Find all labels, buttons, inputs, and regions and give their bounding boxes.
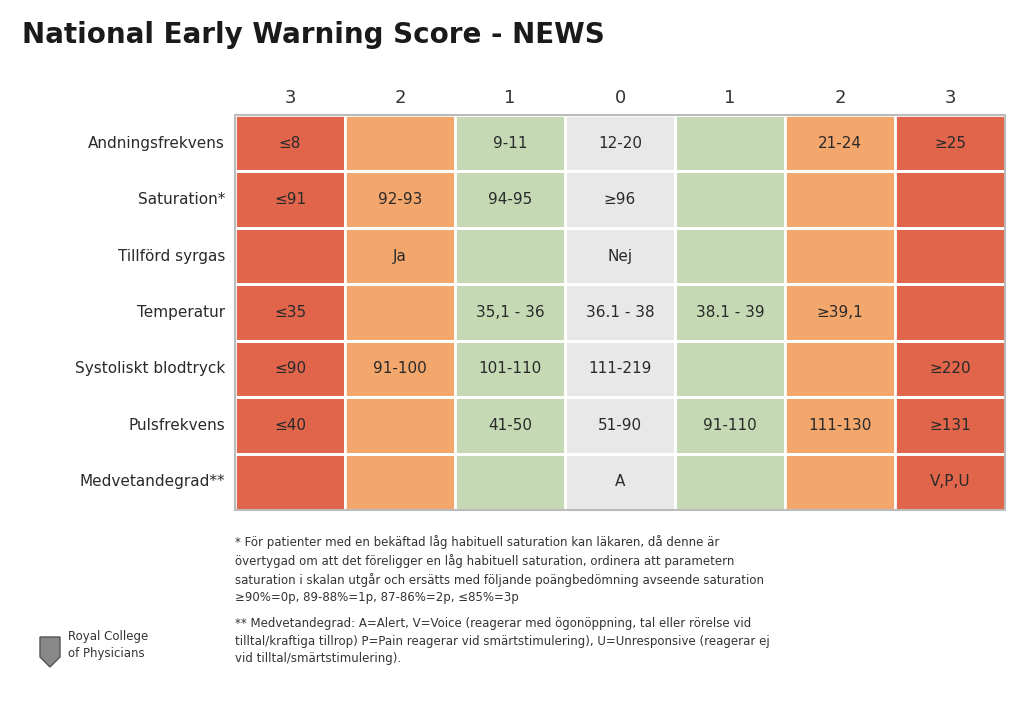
Bar — [455, 171, 565, 228]
Text: 91-110: 91-110 — [703, 418, 757, 433]
Text: 1: 1 — [504, 89, 516, 107]
Bar — [345, 171, 455, 228]
Text: ≥220: ≥220 — [929, 362, 971, 377]
Bar — [675, 115, 785, 171]
Text: 111-130: 111-130 — [808, 418, 871, 433]
Bar — [455, 341, 565, 397]
Text: 21-24: 21-24 — [818, 136, 862, 151]
Text: Medvetandegrad**: Medvetandegrad** — [80, 475, 225, 490]
Bar — [234, 228, 345, 284]
Bar — [345, 228, 455, 284]
Text: ≤91: ≤91 — [274, 192, 306, 207]
Bar — [895, 454, 1005, 510]
Bar — [455, 115, 565, 171]
Text: Royal College
of Physicians: Royal College of Physicians — [68, 630, 148, 660]
Text: 91-100: 91-100 — [373, 362, 427, 377]
Bar — [565, 341, 675, 397]
Text: 38.1 - 39: 38.1 - 39 — [695, 305, 764, 320]
Bar — [675, 341, 785, 397]
Text: 94-95: 94-95 — [487, 192, 532, 207]
Text: Temperatur: Temperatur — [137, 305, 225, 320]
Bar — [455, 228, 565, 284]
Bar — [785, 454, 895, 510]
Text: 0: 0 — [614, 89, 626, 107]
Text: ≥131: ≥131 — [929, 418, 971, 433]
Bar — [455, 284, 565, 341]
Bar — [785, 341, 895, 397]
Text: National Early Warning Score - NEWS: National Early Warning Score - NEWS — [22, 21, 605, 49]
Text: ≤90: ≤90 — [274, 362, 306, 377]
Bar — [785, 397, 895, 454]
Text: 2: 2 — [835, 89, 846, 107]
Text: Andningsfrekvens: Andningsfrekvens — [88, 136, 225, 151]
Text: ≥25: ≥25 — [934, 136, 966, 151]
Bar — [895, 171, 1005, 228]
Bar — [675, 454, 785, 510]
Bar — [785, 228, 895, 284]
Text: ≤8: ≤8 — [279, 136, 301, 151]
Bar — [785, 115, 895, 171]
Text: 9-11: 9-11 — [493, 136, 527, 151]
Bar — [234, 454, 345, 510]
Text: Ja: Ja — [393, 249, 407, 264]
Bar — [455, 454, 565, 510]
Text: 101-110: 101-110 — [478, 362, 542, 377]
Bar — [895, 341, 1005, 397]
Bar — [675, 228, 785, 284]
Bar — [785, 171, 895, 228]
Text: 92-93: 92-93 — [378, 192, 422, 207]
Polygon shape — [40, 637, 60, 667]
Text: ≤35: ≤35 — [274, 305, 306, 320]
Bar — [234, 115, 345, 171]
Bar — [675, 284, 785, 341]
Bar — [565, 115, 675, 171]
Bar — [455, 397, 565, 454]
Text: Nej: Nej — [607, 249, 633, 264]
Text: 3: 3 — [944, 89, 955, 107]
Bar — [234, 397, 345, 454]
Bar — [895, 284, 1005, 341]
Bar — [895, 115, 1005, 171]
Bar — [345, 341, 455, 397]
Bar — [234, 341, 345, 397]
Bar — [345, 454, 455, 510]
Text: ≥96: ≥96 — [604, 192, 636, 207]
Bar — [675, 397, 785, 454]
Text: A: A — [614, 475, 626, 490]
Text: 36.1 - 38: 36.1 - 38 — [586, 305, 654, 320]
Text: 41-50: 41-50 — [488, 418, 532, 433]
Text: 1: 1 — [724, 89, 735, 107]
Bar — [895, 228, 1005, 284]
Bar — [345, 284, 455, 341]
Bar — [565, 284, 675, 341]
Bar — [565, 397, 675, 454]
Text: Saturation*: Saturation* — [137, 192, 225, 207]
Text: 12-20: 12-20 — [598, 136, 642, 151]
Bar — [565, 228, 675, 284]
Text: 111-219: 111-219 — [589, 362, 651, 377]
Bar — [895, 397, 1005, 454]
Text: 2: 2 — [394, 89, 406, 107]
Text: ** Medvetandegrad: A=Alert, V=Voice (reagerar med ögonöppning, tal eller rörelse: ** Medvetandegrad: A=Alert, V=Voice (rea… — [234, 617, 770, 665]
Bar — [565, 171, 675, 228]
Text: Tillförd syrgas: Tillförd syrgas — [118, 249, 225, 264]
Bar — [345, 397, 455, 454]
Bar — [675, 171, 785, 228]
Text: ≥39,1: ≥39,1 — [816, 305, 863, 320]
Text: V,P,U: V,P,U — [930, 475, 971, 490]
Bar — [345, 115, 455, 171]
Bar — [565, 454, 675, 510]
Text: 3: 3 — [285, 89, 296, 107]
Text: Systoliskt blodtryck: Systoliskt blodtryck — [75, 362, 225, 377]
Text: Pulsfrekvens: Pulsfrekvens — [128, 418, 225, 433]
Bar — [234, 171, 345, 228]
Text: ≤40: ≤40 — [274, 418, 306, 433]
Bar — [234, 115, 1005, 510]
Bar — [785, 284, 895, 341]
Bar — [234, 284, 345, 341]
Text: 35,1 - 36: 35,1 - 36 — [476, 305, 545, 320]
Text: 51-90: 51-90 — [598, 418, 642, 433]
Text: * För patienter med en bekäftad låg habituell saturation kan läkaren, då denne ä: * För patienter med en bekäftad låg habi… — [234, 535, 764, 604]
